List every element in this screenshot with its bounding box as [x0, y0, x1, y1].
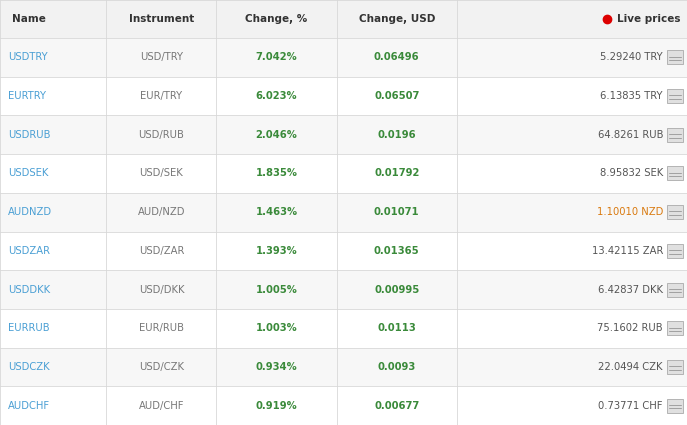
Text: USDTRY: USDTRY	[8, 52, 47, 62]
Bar	[667, 321, 683, 335]
Text: 0.01792: 0.01792	[374, 168, 420, 178]
Bar	[667, 50, 683, 64]
Text: EURRUB: EURRUB	[8, 323, 49, 333]
Text: USDDKK: USDDKK	[8, 285, 50, 295]
Text: 0.00995: 0.00995	[374, 285, 419, 295]
Text: AUDNZD: AUDNZD	[8, 207, 52, 217]
Text: USDZAR: USDZAR	[8, 246, 50, 256]
Text: 1.003%: 1.003%	[256, 323, 297, 333]
Text: 1.835%: 1.835%	[256, 168, 297, 178]
Text: 0.0196: 0.0196	[377, 130, 416, 140]
Bar	[667, 205, 683, 219]
Text: 13.42115 ZAR: 13.42115 ZAR	[592, 246, 663, 256]
Text: USD/SEK: USD/SEK	[139, 168, 183, 178]
Text: 0.919%: 0.919%	[256, 401, 297, 411]
Text: 6.023%: 6.023%	[256, 91, 297, 101]
Text: USD/CZK: USD/CZK	[139, 362, 184, 372]
Text: USD/DKK: USD/DKK	[139, 285, 184, 295]
Text: USD/RUB: USD/RUB	[139, 130, 184, 140]
Bar	[0, 386, 687, 425]
Bar	[0, 116, 687, 154]
Text: 0.01071: 0.01071	[374, 207, 420, 217]
Text: 1.005%: 1.005%	[256, 285, 297, 295]
Text: 64.8261 RUB: 64.8261 RUB	[598, 130, 663, 140]
Bar	[0, 76, 687, 116]
Text: 1.463%: 1.463%	[256, 207, 297, 217]
Text: Live prices: Live prices	[617, 14, 681, 24]
Text: 75.1602 RUB: 75.1602 RUB	[598, 323, 663, 333]
Text: 0.01365: 0.01365	[374, 246, 420, 256]
Text: 0.0113: 0.0113	[377, 323, 416, 333]
Text: 2.046%: 2.046%	[256, 130, 297, 140]
Text: USDSEK: USDSEK	[8, 168, 48, 178]
Bar	[0, 38, 687, 76]
Text: USD/ZAR: USD/ZAR	[139, 246, 184, 256]
Text: Change, %: Change, %	[245, 14, 308, 24]
Text: Change, USD: Change, USD	[359, 14, 435, 24]
Text: 7.042%: 7.042%	[256, 52, 297, 62]
Bar	[667, 360, 683, 374]
Bar	[667, 283, 683, 297]
Text: 8.95832 SEK: 8.95832 SEK	[600, 168, 663, 178]
Text: 6.42837 DKK: 6.42837 DKK	[598, 285, 663, 295]
Text: EUR/TRY: EUR/TRY	[140, 91, 183, 101]
Text: USDRUB: USDRUB	[8, 130, 51, 140]
Bar	[667, 128, 683, 142]
Text: AUD/NZD: AUD/NZD	[137, 207, 185, 217]
Bar	[0, 232, 687, 270]
Text: EURTRY: EURTRY	[8, 91, 46, 101]
Text: EUR/RUB: EUR/RUB	[139, 323, 184, 333]
Text: 22.0494 CZK: 22.0494 CZK	[598, 362, 663, 372]
Bar	[667, 399, 683, 413]
Bar	[0, 309, 687, 348]
Bar	[667, 244, 683, 258]
Text: Name: Name	[12, 14, 46, 24]
Text: 0.0093: 0.0093	[378, 362, 416, 372]
Text: 0.00677: 0.00677	[374, 401, 419, 411]
Text: USD/TRY: USD/TRY	[140, 52, 183, 62]
Text: AUDCHF: AUDCHF	[8, 401, 50, 411]
Text: 1.393%: 1.393%	[256, 246, 297, 256]
Text: 0.73771 CHF: 0.73771 CHF	[598, 401, 663, 411]
Text: AUD/CHF: AUD/CHF	[139, 401, 184, 411]
Bar	[0, 0, 687, 38]
Bar	[0, 193, 687, 232]
Bar	[667, 89, 683, 103]
Bar	[0, 270, 687, 309]
Text: 5.29240 TRY: 5.29240 TRY	[600, 52, 663, 62]
Text: 1.10010 NZD: 1.10010 NZD	[596, 207, 663, 217]
Text: 6.13835 TRY: 6.13835 TRY	[600, 91, 663, 101]
Text: Instrument: Instrument	[129, 14, 194, 24]
Text: 0.06507: 0.06507	[374, 91, 420, 101]
Bar	[667, 167, 683, 181]
Bar	[0, 348, 687, 386]
Text: 0.934%: 0.934%	[256, 362, 297, 372]
Bar	[0, 154, 687, 193]
Text: 0.06496: 0.06496	[374, 52, 420, 62]
Text: USDCZK: USDCZK	[8, 362, 49, 372]
